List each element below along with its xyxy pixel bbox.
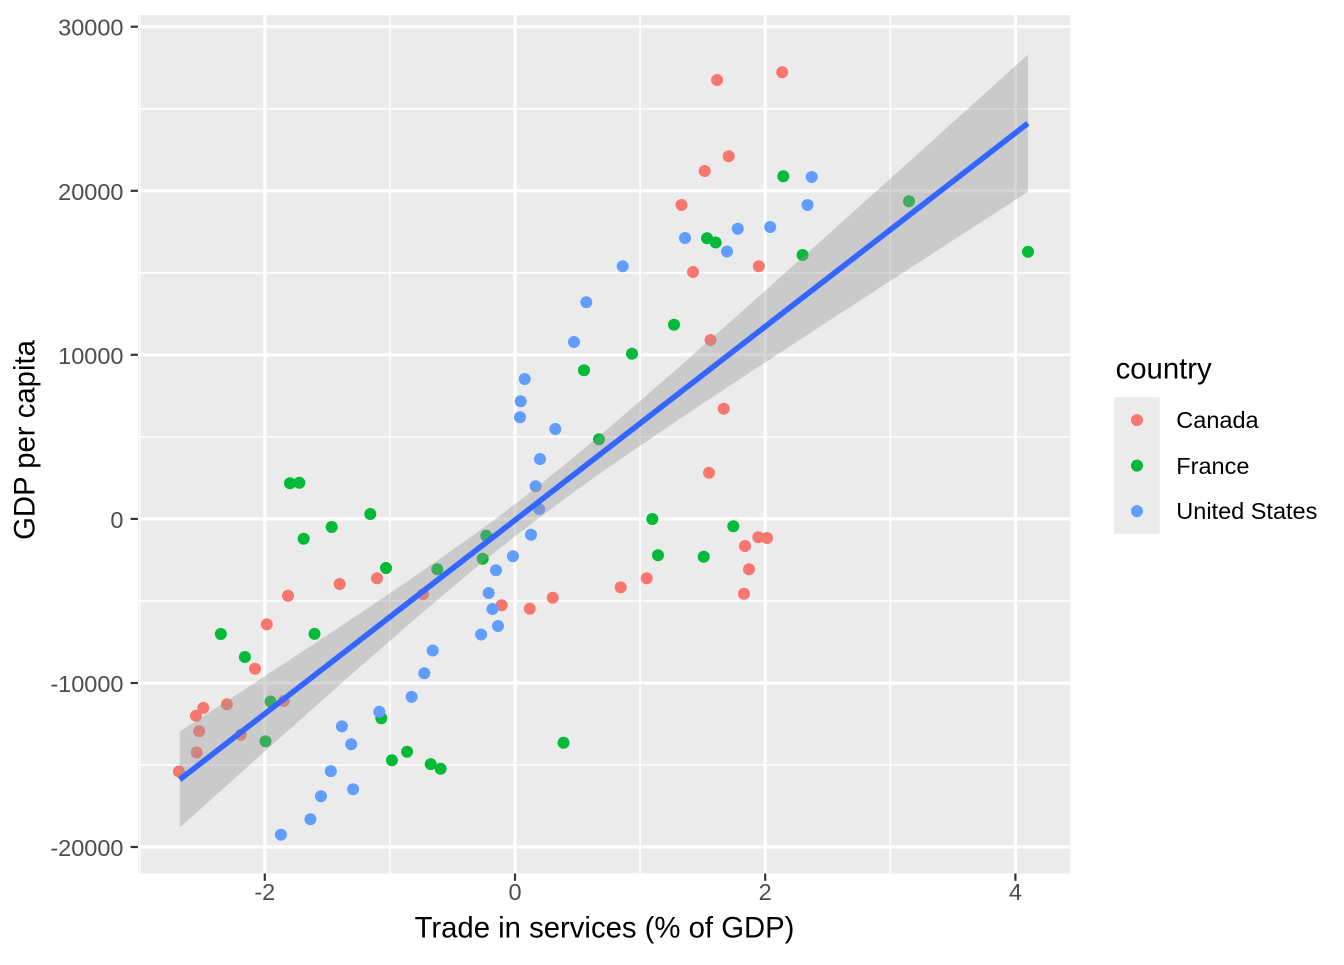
svg-text:4: 4 (1009, 879, 1022, 905)
svg-text:Canada: Canada (1176, 407, 1259, 433)
svg-text:0: 0 (110, 507, 123, 533)
svg-text:30000: 30000 (58, 15, 123, 41)
svg-text:France: France (1176, 453, 1249, 479)
svg-text:20000: 20000 (58, 179, 123, 205)
svg-text:-10000: -10000 (50, 671, 123, 697)
svg-text:2: 2 (759, 879, 772, 905)
svg-text:country: country (1116, 353, 1212, 386)
svg-text:Trade in services (% of GDP): Trade in services (% of GDP) (415, 912, 795, 945)
svg-text:-2: -2 (254, 879, 275, 905)
svg-text:10000: 10000 (58, 343, 123, 369)
svg-text:0: 0 (508, 879, 521, 905)
svg-text:United States: United States (1176, 498, 1317, 524)
svg-text:GDP per capita: GDP per capita (9, 339, 42, 539)
svg-text:-20000: -20000 (50, 835, 123, 861)
